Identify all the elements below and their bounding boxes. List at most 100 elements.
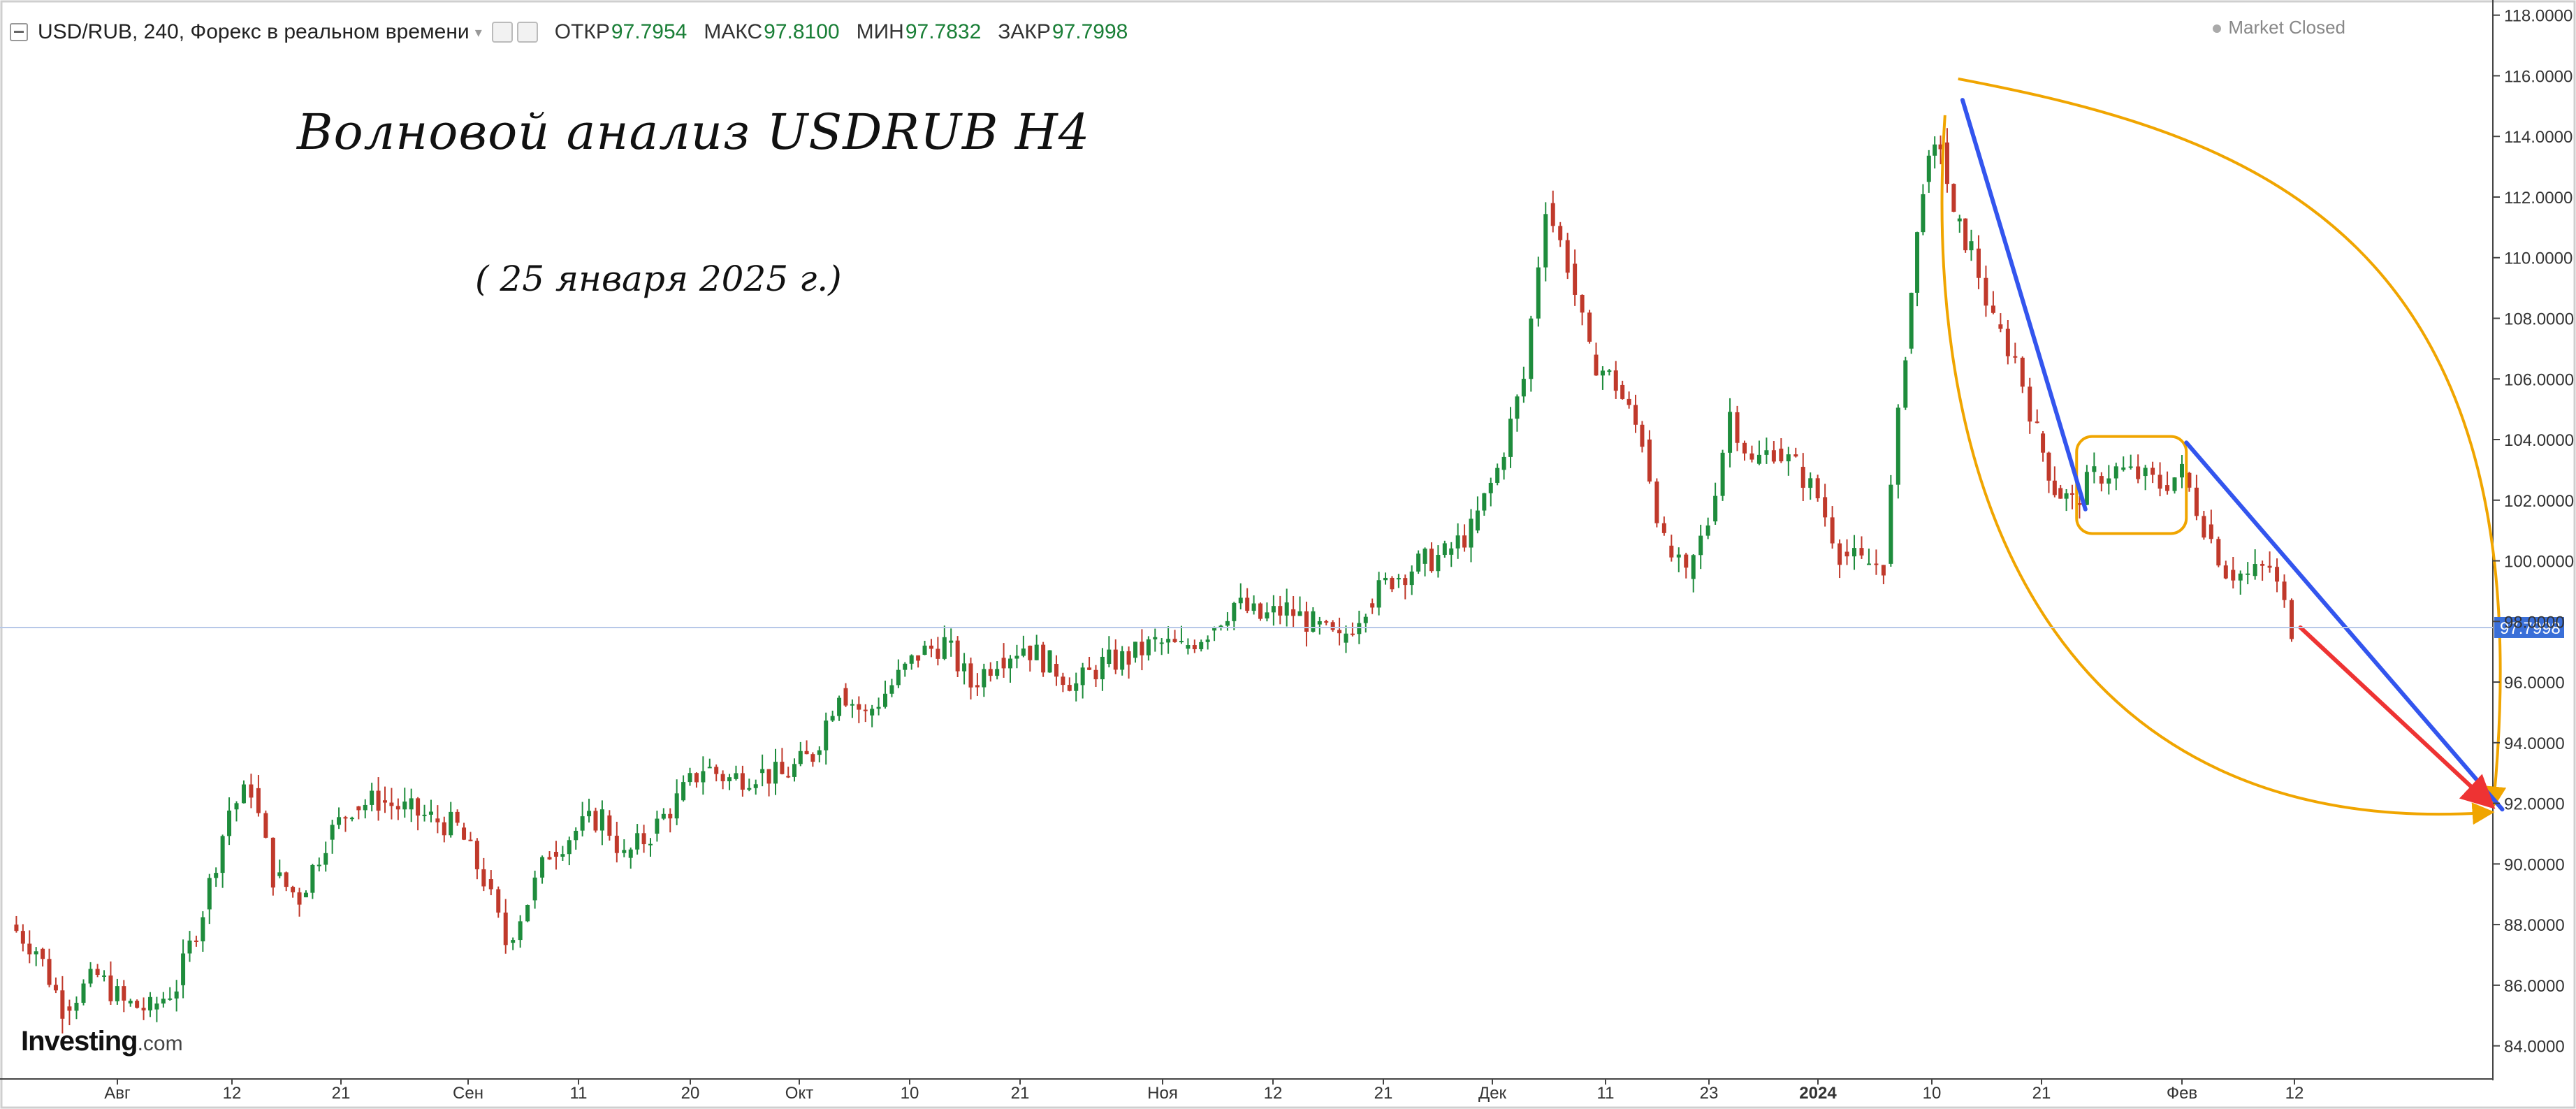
candle-body — [786, 776, 791, 778]
candle-body — [1087, 667, 1092, 670]
candle-body — [1001, 658, 1006, 669]
candle-body — [455, 811, 460, 823]
candle-body — [1691, 555, 1696, 579]
trend-line-1[interactable] — [1960, 98, 2088, 512]
candle-body — [1815, 478, 1820, 499]
candle-body — [1337, 630, 1342, 634]
candle-body — [343, 817, 348, 819]
candle-body — [1600, 370, 1605, 376]
candle-body — [580, 816, 585, 831]
candle-body — [687, 773, 692, 783]
candle-body — [1565, 240, 1570, 273]
target-arrow[interactable] — [2298, 625, 2496, 809]
symbol-title[interactable]: USD/RUB, 240, Форекс в реальном времени — [38, 20, 470, 43]
candle-body — [1436, 555, 1441, 572]
candle-body — [1915, 232, 1920, 293]
candle-body — [1140, 642, 1144, 655]
logo-name: Investing — [21, 1026, 138, 1057]
candle-body — [607, 815, 612, 836]
candle-body — [641, 833, 646, 845]
candle-body — [2052, 480, 2057, 495]
price-tag — [2494, 616, 2564, 638]
candle-body — [187, 940, 192, 954]
candle-body — [1859, 548, 1864, 556]
candle-body — [1881, 565, 1886, 576]
collapse-icon[interactable] — [10, 23, 28, 41]
x-tick-label: 2024 — [1799, 1084, 1837, 1103]
wave-arc-inner[interactable] — [1940, 115, 2495, 825]
wave-arc-outer[interactable] — [1958, 77, 2507, 809]
candle-body — [1874, 563, 1879, 565]
candle-body — [1186, 645, 1191, 649]
candle-body — [1475, 510, 1480, 531]
candle-body — [1720, 452, 1725, 496]
candle-body — [1543, 214, 1548, 268]
candle-body — [949, 640, 954, 643]
candle-body — [593, 811, 598, 831]
candle-body — [1909, 292, 1914, 349]
candle-body — [474, 841, 479, 869]
candle-body — [168, 998, 173, 1000]
candle-body — [1199, 642, 1204, 650]
candle-body — [1735, 412, 1740, 443]
candle-body — [916, 655, 921, 661]
candle-body — [1153, 637, 1158, 639]
chevron-down-icon[interactable]: ▾ — [474, 24, 482, 41]
candle-body — [1074, 683, 1079, 691]
candle-body — [2128, 466, 2133, 468]
y-tick-label: 84.0000 — [2504, 1038, 2565, 1057]
candle-body — [323, 853, 328, 865]
candle-body — [1133, 642, 1138, 658]
candle-body — [714, 767, 719, 774]
candle-body — [2157, 474, 2162, 489]
candle-body — [1823, 497, 1828, 518]
candle-body — [27, 943, 32, 955]
candle-body — [889, 685, 894, 694]
candle-body — [1028, 646, 1033, 660]
candle-body — [1179, 641, 1184, 643]
candle-body — [277, 872, 282, 876]
x-tick-label: Окт — [785, 1084, 813, 1103]
candle-body — [942, 637, 947, 659]
low-value: 97.7832 — [905, 20, 982, 43]
candle-body — [220, 836, 225, 874]
candle-body — [547, 857, 552, 860]
candle-body — [922, 645, 927, 655]
y-tick-label: 98.0000 — [2504, 613, 2565, 632]
candle-body — [1536, 267, 1541, 319]
candle-body — [337, 817, 342, 825]
candle-body — [481, 869, 486, 887]
candle-body — [525, 905, 530, 922]
candle-body — [214, 873, 219, 878]
candle-body — [1640, 424, 1645, 447]
annotation-title: Волновой анализ USDRUB H4 — [297, 103, 1091, 161]
candle-body — [668, 813, 673, 819]
candle-body — [256, 788, 261, 813]
candle-body — [962, 663, 967, 672]
trend-line-2[interactable] — [2184, 440, 2505, 812]
candle-body — [402, 802, 407, 810]
candle-body — [284, 872, 289, 887]
candle-body — [1633, 405, 1638, 425]
candle-body — [1501, 456, 1506, 470]
candle-body — [2077, 503, 2082, 505]
consolidation-box[interactable] — [2075, 435, 2188, 535]
high-label: МАКС — [704, 20, 763, 43]
candle-body — [409, 798, 414, 810]
candle-body — [648, 843, 653, 846]
y-tick-label: 100.0000 — [2504, 553, 2574, 572]
close-label: ЗАКР — [998, 20, 1051, 43]
candle-body — [1938, 144, 1943, 150]
candle-body — [740, 773, 745, 790]
candle-body — [837, 697, 842, 716]
candle-body — [128, 1001, 133, 1003]
candle-body — [553, 851, 558, 857]
snapshot-icon[interactable] — [516, 22, 538, 43]
y-tick-label: 116.0000 — [2504, 67, 2573, 86]
candle-body — [1107, 649, 1112, 665]
settings-icon[interactable] — [491, 22, 513, 43]
candle-body — [449, 811, 453, 836]
candle-body — [2223, 565, 2228, 579]
candle-body — [1620, 384, 1625, 399]
